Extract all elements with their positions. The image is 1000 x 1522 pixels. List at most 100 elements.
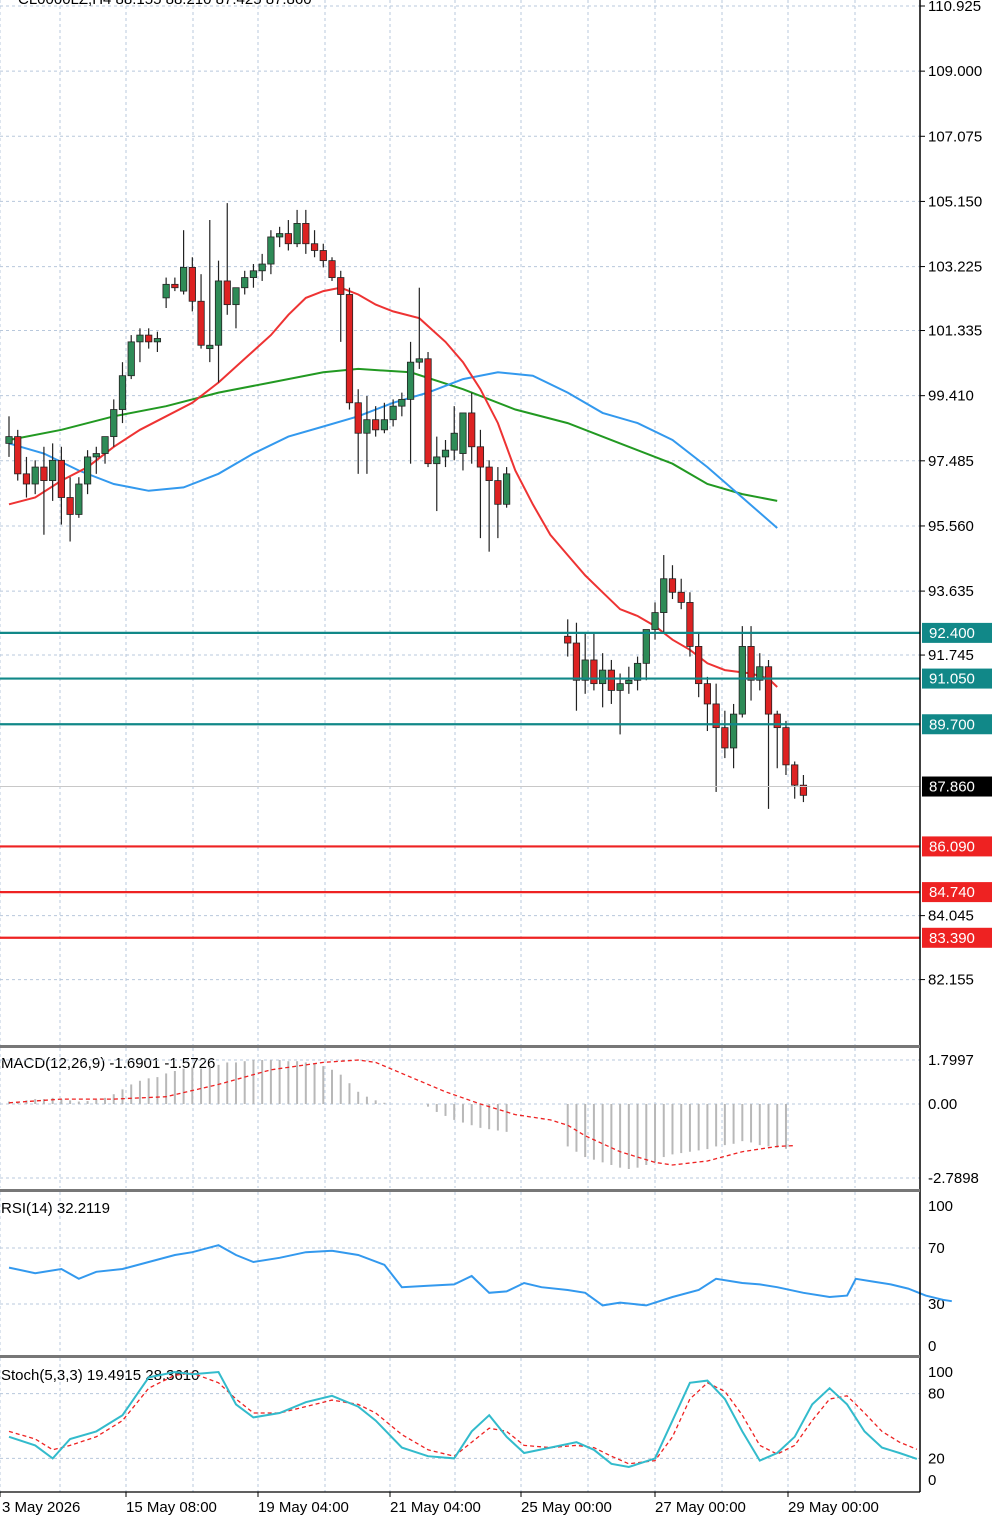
candle-body bbox=[118, 375, 127, 410]
candle-body bbox=[677, 591, 685, 603]
candle-body bbox=[476, 446, 485, 468]
ma-fast-line bbox=[8, 286, 778, 688]
current-price-box bbox=[922, 776, 992, 797]
macd-tick-label: -2.7898 bbox=[928, 1170, 979, 1187]
candle-body bbox=[625, 679, 633, 685]
candle-bull bbox=[276, 226, 284, 248]
candle-bear bbox=[424, 352, 432, 468]
candle-bear bbox=[695, 632, 703, 698]
time-tick-label: 21 May 04:00 bbox=[390, 1499, 481, 1516]
time-tick-label: 27 May 00:00 bbox=[655, 1499, 746, 1516]
candle-body bbox=[241, 277, 249, 289]
stoch-tick-label: 0 bbox=[928, 1472, 936, 1489]
candle-bull bbox=[258, 253, 266, 281]
candle-body bbox=[468, 412, 476, 448]
resistance-level-label: 89.700 bbox=[929, 716, 975, 733]
price-tick-label: 109.000 bbox=[928, 63, 982, 80]
candle-bear bbox=[747, 626, 755, 701]
candle-body bbox=[406, 361, 415, 400]
stoch-title: Stoch(5,3,3) 19.4915 28.3610 bbox=[1, 1367, 200, 1384]
candle-body bbox=[293, 223, 301, 245]
candle-body bbox=[415, 358, 423, 363]
price-tick-label: 101.335 bbox=[928, 323, 982, 340]
candle-bear bbox=[607, 659, 615, 704]
candle-body bbox=[791, 764, 799, 786]
candle-body bbox=[581, 659, 589, 681]
candle-bull bbox=[83, 450, 92, 495]
candle-body bbox=[668, 578, 677, 593]
candle-body bbox=[127, 341, 135, 377]
candle-bull bbox=[729, 703, 738, 769]
candle-bear bbox=[468, 392, 476, 464]
candle-body bbox=[206, 344, 214, 350]
support-level-label: 83.390 bbox=[929, 930, 975, 947]
candle-bull bbox=[92, 446, 100, 474]
candle-bear bbox=[590, 632, 598, 691]
candle-bull bbox=[49, 443, 57, 501]
candle-bull bbox=[241, 270, 249, 295]
candle-bear bbox=[22, 456, 31, 498]
candle-bear bbox=[677, 578, 685, 610]
candle-body bbox=[14, 436, 22, 475]
candle-body bbox=[153, 338, 162, 343]
candle-bull bbox=[249, 264, 258, 288]
price-levels bbox=[0, 631, 920, 939]
candle-body bbox=[179, 267, 188, 292]
candle-bull bbox=[206, 220, 214, 363]
candle-bear bbox=[485, 460, 493, 552]
candle-bull bbox=[153, 331, 162, 353]
support-level-box bbox=[922, 927, 992, 948]
support-level-box bbox=[922, 882, 992, 903]
time-tick-label: 15 May 08:00 bbox=[126, 1499, 217, 1516]
candle-bull bbox=[75, 477, 83, 518]
macd-signal-line bbox=[8, 1059, 795, 1166]
candle-body bbox=[66, 497, 74, 515]
support-level-label: 86.090 bbox=[929, 838, 975, 855]
candle-body bbox=[389, 405, 397, 421]
candle-bull bbox=[406, 341, 415, 464]
candle-bull bbox=[363, 396, 371, 474]
candle-body bbox=[773, 713, 781, 729]
candle-body bbox=[302, 223, 310, 245]
candle-bear bbox=[476, 429, 485, 539]
support-level-label: 84.740 bbox=[929, 884, 975, 901]
candle-bull bbox=[118, 362, 127, 424]
candle-bear bbox=[145, 328, 153, 349]
candle-bull bbox=[756, 653, 764, 691]
time-tick-label: 25 May 00:00 bbox=[521, 1499, 612, 1516]
stoch-panel: Stoch(5,3,3) 19.4915 28.3610 100 80 20 0 bbox=[0, 1364, 953, 1489]
price-tick-label: 95.560 bbox=[928, 518, 974, 535]
candle-bear bbox=[799, 775, 808, 803]
candle-body bbox=[197, 300, 205, 346]
candle-bull bbox=[642, 629, 650, 681]
candle-body bbox=[249, 270, 258, 278]
candle-bear bbox=[319, 243, 327, 268]
rsi-tick-label: 70 bbox=[928, 1240, 945, 1257]
candle-body bbox=[214, 280, 223, 346]
candle-bear bbox=[57, 446, 65, 525]
price-tick-label: 110.925 bbox=[928, 0, 981, 15]
candle-body bbox=[101, 436, 109, 454]
candle-body bbox=[57, 459, 65, 498]
candle-bear bbox=[773, 710, 781, 769]
stoch-tick-label: 80 bbox=[928, 1386, 945, 1403]
candle-bear bbox=[66, 477, 74, 542]
current-price-label: 87.860 bbox=[929, 779, 975, 796]
macd-title: MACD(12,26,9) -1.6901 -1.5726 bbox=[1, 1055, 215, 1072]
price-tick-label: 99.410 bbox=[928, 388, 974, 405]
candle-bull bbox=[599, 653, 607, 708]
candle-body bbox=[83, 456, 92, 485]
candle-bear bbox=[564, 619, 572, 657]
candle-bear bbox=[223, 203, 231, 315]
macd-tick-label: 0.00 bbox=[928, 1096, 957, 1113]
candle-bear bbox=[354, 389, 362, 474]
candle-body bbox=[459, 412, 467, 454]
price-tick-label: 84.045 bbox=[928, 908, 974, 925]
candle-body bbox=[607, 669, 615, 691]
resistance-level-label: 91.050 bbox=[929, 671, 975, 688]
candle-body bbox=[162, 283, 170, 299]
candle-bull bbox=[441, 439, 450, 468]
candle-bear bbox=[310, 230, 319, 258]
candle-bull bbox=[293, 209, 301, 248]
